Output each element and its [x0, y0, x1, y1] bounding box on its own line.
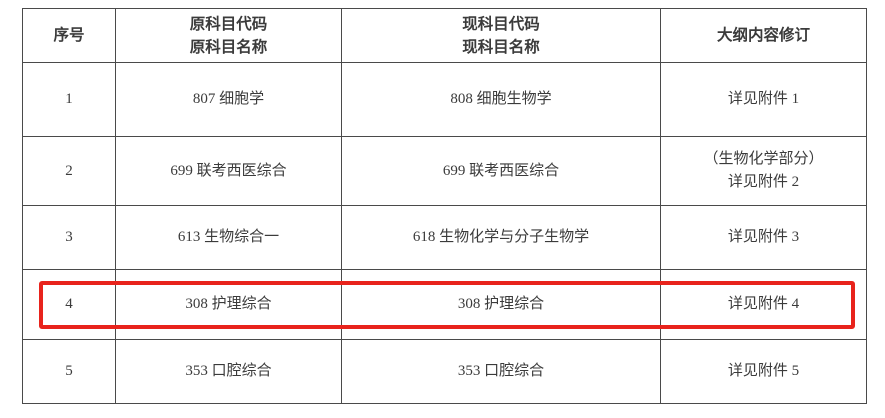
cell-new-subject: 618 生物化学与分子生物学: [341, 205, 661, 270]
cell-old-subject: 613 生物综合一: [115, 205, 342, 270]
revision-text: 详见附件 1: [727, 91, 800, 107]
cell-new-subject: 308 护理综合: [341, 269, 661, 340]
table-row-highlighted: 4 308 护理综合 308 护理综合 详见附件 4: [22, 269, 867, 340]
cell-revision: 详见附件 5: [660, 339, 867, 404]
cell-seq: 2: [22, 136, 116, 206]
cell-revision: 详见附件 4: [660, 269, 867, 340]
cell-old-subject: 353 口腔综合: [115, 339, 342, 404]
header-seq: 序号: [22, 8, 116, 63]
table-header-row: 序号 原科目代码 原科目名称 现科目代码 现科目名称 大纲内容修订: [22, 8, 867, 63]
cell-old-subject: 308 护理综合: [115, 269, 342, 340]
cell-new-subject: 353 口腔综合: [341, 339, 661, 404]
header-new-subject: 现科目代码 现科目名称: [341, 8, 661, 63]
revision-note: （生物化学部分）: [703, 151, 824, 167]
cell-old-subject: 699 联考西医综合: [115, 136, 342, 206]
header-old-subject-line1: 原科目代码: [189, 15, 268, 33]
cell-revision: 详见附件 1: [660, 62, 867, 137]
cell-old-subject: 807 细胞学: [115, 62, 342, 137]
table-row: 1 807 细胞学 808 细胞生物学 详见附件 1: [22, 62, 867, 137]
cell-new-subject: 699 联考西医综合: [341, 136, 661, 206]
revision-text: 详见附件 2: [727, 174, 800, 190]
header-revision: 大纲内容修订: [660, 8, 867, 63]
table-row: 5 353 口腔综合 353 口腔综合 详见附件 5: [22, 339, 867, 404]
table-row: 3 613 生物综合一 618 生物化学与分子生物学 详见附件 3: [22, 205, 867, 270]
revision-text: 详见附件 4: [727, 296, 800, 312]
cell-revision: （生物化学部分） 详见附件 2: [660, 136, 867, 206]
header-old-subject-line2: 原科目名称: [189, 38, 268, 56]
cell-new-subject: 808 细胞生物学: [341, 62, 661, 137]
subject-change-table: 序号 原科目代码 原科目名称 现科目代码 现科目名称 大纲内容修订: [22, 8, 867, 404]
header-new-subject-line1: 现科目代码: [462, 15, 540, 33]
cell-seq: 1: [22, 62, 116, 137]
cell-revision: 详见附件 3: [660, 205, 867, 270]
revision-text: 详见附件 5: [727, 363, 800, 379]
table-row: 2 699 联考西医综合 699 联考西医综合 （生物化学部分） 详见附件 2: [22, 136, 867, 206]
header-seq-line1: 序号: [53, 27, 85, 44]
header-new-subject-line2: 现科目名称: [462, 38, 540, 56]
header-old-subject: 原科目代码 原科目名称: [115, 8, 342, 63]
cell-seq: 5: [22, 339, 116, 404]
cell-seq: 4: [22, 269, 116, 340]
header-revision-line1: 大纲内容修订: [716, 27, 810, 44]
revision-text: 详见附件 3: [727, 229, 800, 245]
cell-seq: 3: [22, 205, 116, 270]
